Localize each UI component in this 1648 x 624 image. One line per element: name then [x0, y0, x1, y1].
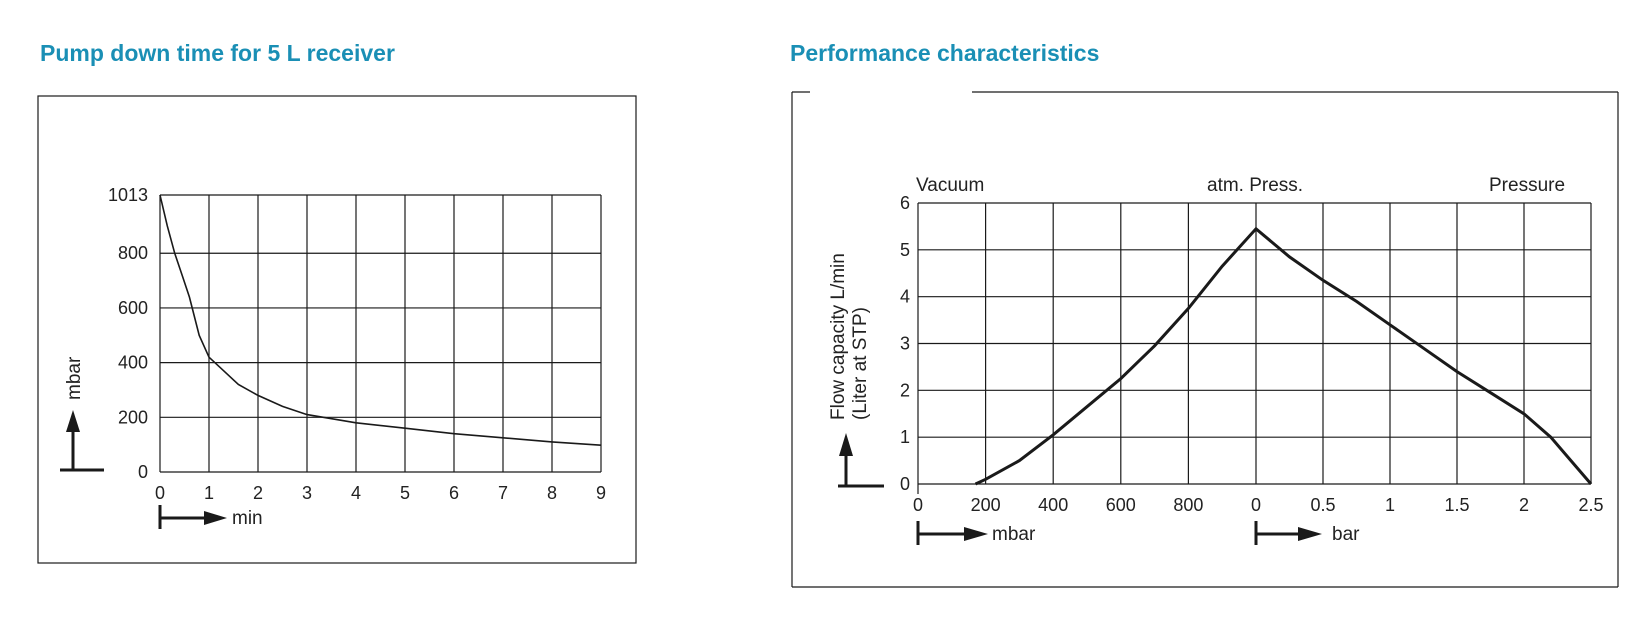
y-tick-label: 3	[900, 334, 910, 354]
chart-title-pump-down: Pump down time for 5 L receiver	[40, 40, 395, 66]
performance-ticks: 0 200 400 600 800 0 0.5 1 1.5 2 2.5 0 1 2 3 4 5 6	[900, 193, 1604, 515]
performance-frame	[791, 91, 1619, 588]
pump-down-curve	[159, 194, 602, 446]
x-tick-label-vacuum: 400	[1038, 495, 1068, 515]
performance-curve	[974, 226, 1593, 486]
performance-y-label: Flow capacity L/min	[828, 253, 849, 420]
band-label-atm: atm. Press.	[1207, 175, 1303, 196]
x-tick-label-vacuum: 0	[913, 495, 923, 515]
x-tick-label-pressure: 1.5	[1444, 495, 1469, 515]
y-tick-label: 200	[118, 407, 148, 427]
x-tick-label: 5	[400, 483, 410, 503]
x-tick-label: 6	[449, 483, 459, 503]
performance-x-axis-arrow-mbar	[916, 521, 988, 545]
y-tick-label: 6	[900, 193, 910, 213]
performance-y-label-2: (Liter at STP)	[850, 307, 871, 420]
x-tick-label: 3	[302, 483, 312, 503]
pump-down-frame	[37, 95, 637, 564]
y-tick-label: 0	[900, 474, 910, 494]
x-tick-label: 4	[351, 483, 361, 503]
x-tick-label-pressure: 1	[1385, 495, 1395, 515]
x-tick-label: 0	[155, 483, 165, 503]
x-tick-label-vacuum: 800	[1173, 495, 1203, 515]
pump-down-y-axis-arrow	[60, 410, 104, 472]
y-tick-label: 4	[900, 287, 910, 307]
y-tick-label: 1013	[108, 185, 148, 205]
x-tick-label-pressure: 0	[1251, 495, 1261, 515]
y-tick-label: 5	[900, 240, 910, 260]
performance-x-axis-arrow-bar	[1254, 521, 1322, 545]
x-tick-label-pressure: 2.5	[1578, 495, 1603, 515]
y-tick-label: 2	[900, 380, 910, 400]
x-tick-label-vacuum: 600	[1106, 495, 1136, 515]
band-label-pressure: Pressure	[1489, 175, 1565, 196]
y-tick-label: 800	[118, 243, 148, 263]
x-tick-label: 7	[498, 483, 508, 503]
y-tick-label: 0	[138, 462, 148, 482]
performance-y-axis-arrow	[838, 433, 884, 488]
x-tick-label: 1	[204, 483, 214, 503]
pump-down-x-label: min	[232, 508, 263, 529]
y-tick-label: 600	[118, 298, 148, 318]
x-tick-label-vacuum: 200	[971, 495, 1001, 515]
y-tick-label: 400	[118, 353, 148, 373]
pump-down-y-label: mbar	[64, 356, 85, 400]
pump-down-grid	[159, 194, 602, 473]
performance-x-label-mbar: mbar	[992, 524, 1036, 545]
x-tick-label: 2	[253, 483, 263, 503]
y-tick-label: 1	[900, 427, 910, 447]
pump-down-x-axis-arrow	[158, 505, 227, 529]
x-tick-label-pressure: 0.5	[1310, 495, 1335, 515]
chart-title-performance: Performance characteristics	[790, 40, 1100, 66]
x-tick-label: 9	[596, 483, 606, 503]
x-tick-label-pressure: 2	[1519, 495, 1529, 515]
performance-grid	[917, 202, 1592, 494]
band-label-vacuum: Vacuum	[916, 175, 984, 196]
performance-x-label-bar: bar	[1332, 524, 1360, 545]
x-tick-label: 8	[547, 483, 557, 503]
pump-down-ticks: 0 1 2 3 4 5 6 7 8 9 0 200 400 600 800 1013	[108, 185, 606, 503]
